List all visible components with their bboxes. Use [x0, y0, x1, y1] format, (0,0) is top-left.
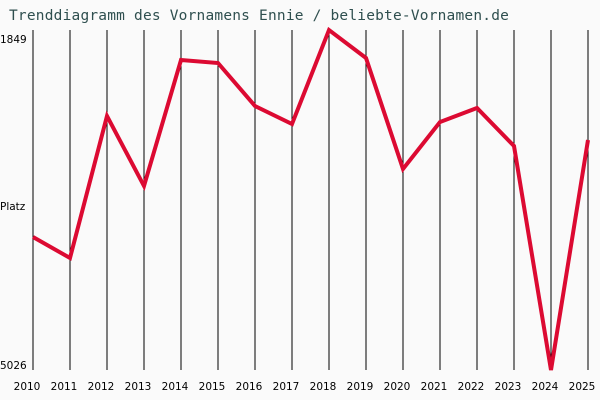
- x-axis-tick-label: 2024: [531, 381, 559, 393]
- x-axis-tick-label: 2019: [346, 381, 374, 393]
- vertical-gridlines: [32, 30, 589, 370]
- y-axis-top-label: 1849: [0, 34, 27, 46]
- x-axis-tick-label: 2014: [161, 381, 189, 393]
- x-axis-tick-label: 2015: [198, 381, 226, 393]
- chart-title: Trenddiagramm des Vornamens Ennie / beli…: [9, 8, 510, 24]
- x-axis-tick-label: 2012: [87, 381, 115, 393]
- x-axis-tick-label: 2013: [124, 381, 152, 393]
- x-axis-tick-label: 2020: [383, 381, 411, 393]
- x-axis-tick-label: 2010: [13, 381, 41, 393]
- x-axis-tick-label: 2011: [50, 381, 78, 393]
- x-axis-tick-label: 2017: [272, 381, 300, 393]
- y-axis-bottom-label: 5026: [0, 360, 27, 372]
- rank-trend-line: [32, 26, 590, 371]
- x-axis-tick-label: 2022: [457, 381, 485, 393]
- y-axis-title: Platz: [0, 201, 26, 213]
- x-axis-tick-label: 2023: [494, 381, 522, 393]
- x-axis-tick-label: 2016: [235, 381, 263, 393]
- x-axis-tick-label: 2018: [309, 381, 337, 393]
- x-axis-tick-label: 2021: [420, 381, 448, 393]
- x-axis-tick-label: 2025: [568, 381, 596, 393]
